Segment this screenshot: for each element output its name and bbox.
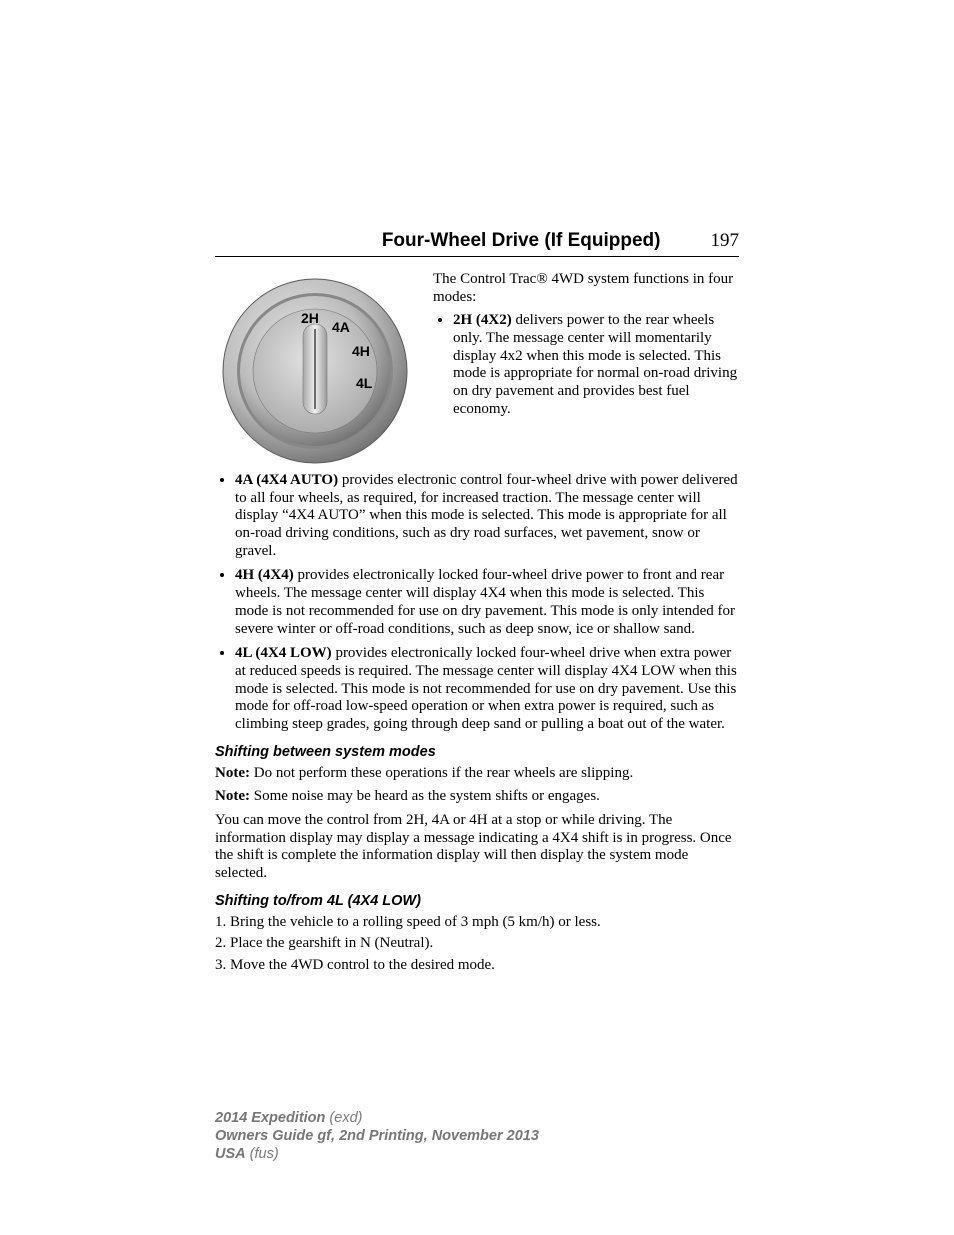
step-2: Place the gearshift in N (Neutral). bbox=[215, 935, 739, 953]
shifting-para: You can move the control from 2H, 4A or … bbox=[215, 812, 739, 883]
dial-illustration: 2H 4A 4H 4L bbox=[215, 271, 415, 466]
mode-4h-text: provides electronically locked four-whee… bbox=[235, 567, 735, 636]
footer-line-3: USA (fus) bbox=[215, 1145, 539, 1163]
mode-4h-label: 4H (4X4) bbox=[235, 567, 294, 583]
mode-4a: 4A (4X4 AUTO) provides electronic contro… bbox=[235, 472, 739, 560]
dial-label-2h: 2H bbox=[301, 310, 319, 326]
footer-line-2: Owners Guide gf, 2nd Printing, November … bbox=[215, 1127, 539, 1145]
step-1: Bring the vehicle to a rolling speed of … bbox=[215, 914, 739, 932]
note-2: Note: Some noise may be heard as the sys… bbox=[215, 788, 739, 806]
mode-2h-label: 2H (4X2) bbox=[453, 312, 512, 328]
section-title: Four-Wheel Drive (If Equipped) bbox=[382, 230, 661, 252]
footer-model: 2014 Expedition bbox=[215, 1110, 325, 1126]
dial-icon: 2H 4A 4H 4L bbox=[215, 271, 415, 466]
subhead-shifting-modes: Shifting between system modes bbox=[215, 744, 739, 760]
dial-label-4a: 4A bbox=[332, 319, 350, 335]
dial-label-4h: 4H bbox=[352, 343, 370, 359]
mode-4l: 4L (4X4 LOW) provides electronically loc… bbox=[235, 645, 739, 733]
note-label: Note: bbox=[215, 765, 250, 781]
note-label-2: Note: bbox=[215, 788, 250, 804]
footer-region: USA bbox=[215, 1146, 246, 1162]
intro-text: The Control Trac® 4WD system functions i… bbox=[433, 271, 739, 306]
footer: 2014 Expedition (exd) Owners Guide gf, 2… bbox=[215, 1109, 539, 1163]
footer-line-1: 2014 Expedition (exd) bbox=[215, 1109, 539, 1127]
mode-4a-label: 4A (4X4 AUTO) bbox=[235, 472, 338, 488]
steps-list: Bring the vehicle to a rolling speed of … bbox=[215, 914, 739, 975]
footer-code2: (fus) bbox=[246, 1146, 279, 1162]
note-1: Note: Do not perform these operations if… bbox=[215, 765, 739, 783]
subhead-shifting-4l: Shifting to/from 4L (4X4 LOW) bbox=[215, 893, 739, 909]
mode-2h: 2H (4X2) delivers power to the rear whee… bbox=[453, 312, 739, 418]
note-2-text: Some noise may be heard as the system sh… bbox=[250, 788, 600, 804]
mode-4l-label: 4L (4X4 LOW) bbox=[235, 645, 332, 661]
note-1-text: Do not perform these operations if the r… bbox=[250, 765, 633, 781]
page-header: Four-Wheel Drive (If Equipped) 197 bbox=[215, 230, 739, 257]
dial-label-4l: 4L bbox=[356, 375, 373, 391]
mode-4h: 4H (4X4) provides electronically locked … bbox=[235, 567, 739, 638]
step-3: Move the 4WD control to the desired mode… bbox=[215, 957, 739, 975]
page-number: 197 bbox=[711, 230, 740, 252]
footer-code1: (exd) bbox=[325, 1110, 362, 1126]
